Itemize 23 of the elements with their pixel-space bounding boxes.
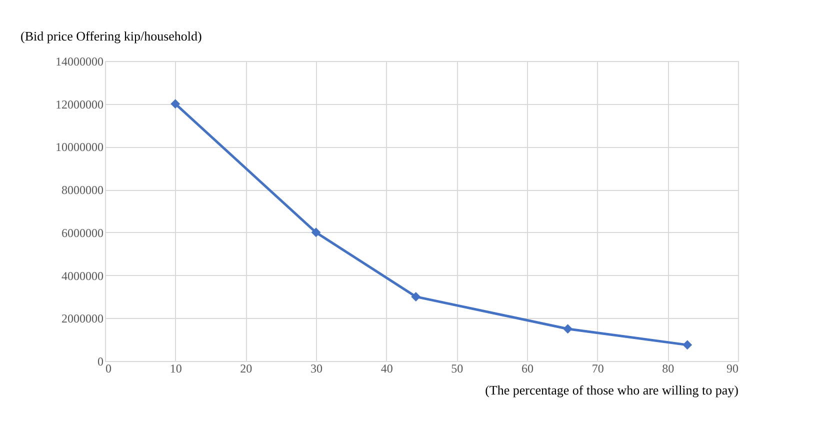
y-tick-label: 8000000: [62, 183, 104, 198]
x-tick-label: 40: [380, 362, 393, 376]
y-tick-label: 4000000: [62, 268, 104, 283]
point: [411, 292, 421, 302]
y-tick-label: 6000000: [62, 226, 104, 240]
y-tick-label: 10000000: [56, 140, 104, 154]
y-axis-title: (Bid price Offering kip/household): [20, 28, 202, 44]
x-tick-label: 20: [240, 362, 252, 376]
x-tick-label: 80: [662, 362, 674, 376]
point: [170, 99, 180, 109]
x-tick-label: 90: [726, 362, 738, 376]
y-tick-label: 14000000: [56, 54, 104, 68]
x-tick-label: 50: [451, 362, 464, 376]
y-tick-label: 2000000: [62, 312, 104, 326]
x-tick-label: 60: [522, 362, 534, 376]
y-tick-label: 12000000: [56, 97, 104, 112]
x-axis-title: (The percentage of those who are willing to pay): [485, 382, 738, 398]
x-tick-label: 30: [310, 362, 322, 376]
point: [311, 228, 321, 238]
x-tick-label: 70: [592, 362, 604, 376]
point: [563, 324, 573, 334]
point: [682, 340, 692, 350]
x-tick-label: 10: [170, 362, 182, 376]
